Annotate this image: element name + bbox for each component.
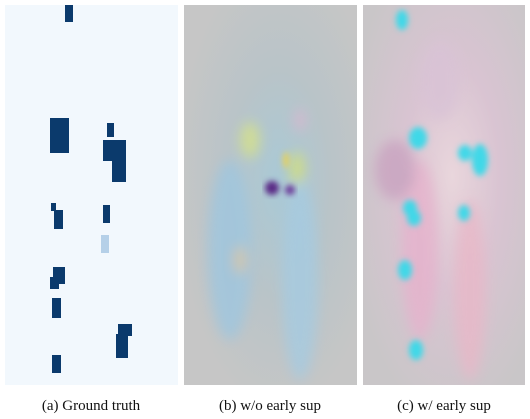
prediction-panel [184, 5, 357, 385]
caption: (a) Ground truth [42, 398, 141, 414]
figure: (a) Ground truth (b) w/o early sup (c) w… [0, 0, 530, 419]
caption: (b) w/o early sup [219, 398, 321, 414]
ground-truth-panel [5, 5, 178, 385]
caption: (c) w/ early sup [397, 398, 491, 414]
prediction-panel [363, 5, 525, 385]
